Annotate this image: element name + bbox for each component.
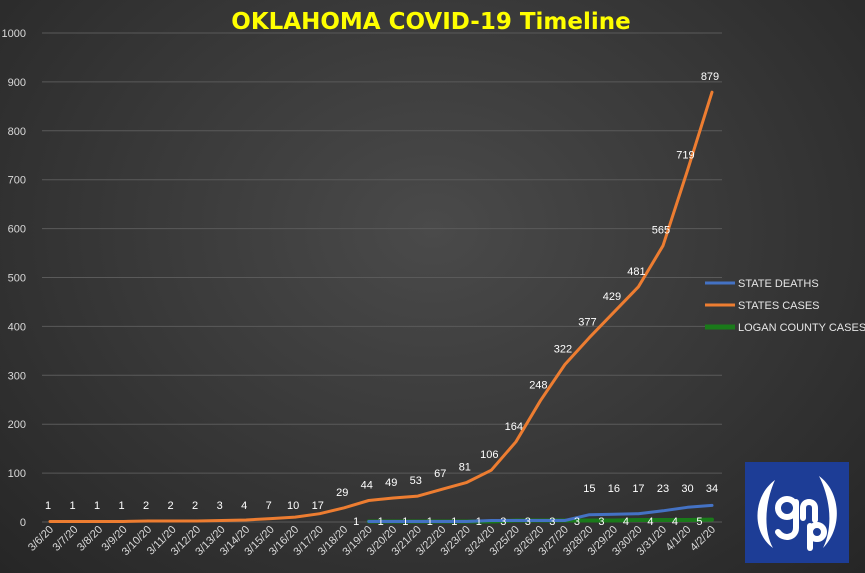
logan-data-label: 4 xyxy=(647,516,653,528)
case-data-label: 3 xyxy=(217,500,223,512)
x-tick-label: 3/6/20 xyxy=(26,524,56,554)
case-data-label: 7 xyxy=(266,500,272,512)
case-data-label: 2 xyxy=(143,500,149,512)
case-data-label: 10 xyxy=(287,500,299,512)
death-data-label: 16 xyxy=(608,483,620,495)
case-data-label: 49 xyxy=(385,477,397,489)
case-data-label: 322 xyxy=(554,344,572,356)
case-data-label: 106 xyxy=(480,449,498,461)
case-data-label: 248 xyxy=(529,380,547,392)
x-tick-label: 4/2/20 xyxy=(688,524,718,554)
death-data-label: 15 xyxy=(583,483,595,495)
gnp-logo-icon xyxy=(757,476,837,551)
logan-data-label: 3 xyxy=(525,516,531,528)
legend-label: LOGAN COUNTY CASES xyxy=(738,322,865,334)
y-tick-label: 200 xyxy=(8,419,26,431)
logan-data-label: 4 xyxy=(623,516,629,528)
y-tick-label: 600 xyxy=(8,224,26,236)
y-tick-label: 0 xyxy=(20,517,26,529)
case-data-label: 1 xyxy=(69,500,75,512)
case-data-label: 1 xyxy=(118,500,124,512)
y-tick-label: 500 xyxy=(8,273,26,285)
x-tick-label: 4/1/20 xyxy=(663,524,693,554)
series-lines xyxy=(48,90,714,524)
legend-label: STATES CASES xyxy=(738,300,820,312)
y-axis: 0 100 200 300 400 500 600 700 800 900 1000 xyxy=(2,28,26,529)
gnp-logo xyxy=(745,462,849,563)
x-axis: 3/6/203/7/203/8/203/9/203/10/203/11/203/… xyxy=(26,524,718,558)
logan-data-label: 3 xyxy=(598,516,604,528)
chart-title: OKLAHOMA COVID-19 Timeline xyxy=(231,9,630,35)
legend: STATE DEATHS STATES CASES LOGAN COUNTY CAS… xyxy=(705,278,865,334)
logan-data-label: 1 xyxy=(476,516,482,528)
logan-data-label: 3 xyxy=(549,516,555,528)
case-data-label: 1 xyxy=(45,500,51,512)
case-data-label: 377 xyxy=(578,317,596,329)
case-data-label: 67 xyxy=(434,468,446,480)
logan-data-label: 1 xyxy=(427,516,433,528)
case-data-label: 879 xyxy=(701,71,719,83)
case-data-label: 429 xyxy=(603,291,621,303)
legend-label: STATE DEATHS xyxy=(738,278,819,290)
death-data-label: 23 xyxy=(657,483,669,495)
x-tick-label: 3/7/20 xyxy=(51,524,81,554)
death-data-label: 30 xyxy=(681,483,693,495)
series-line-1 xyxy=(48,90,714,523)
logan-data-label: 5 xyxy=(696,516,702,528)
case-data-label: 53 xyxy=(410,475,422,487)
logan-data-label: 4 xyxy=(672,516,678,528)
case-data-label: 4 xyxy=(241,500,247,512)
y-tick-label: 900 xyxy=(8,77,26,89)
logan-data-label: 1 xyxy=(378,516,384,528)
case-data-label: 2 xyxy=(192,500,198,512)
logan-data-label: 1 xyxy=(353,516,359,528)
logan-data-label: 3 xyxy=(500,516,506,528)
y-tick-label: 800 xyxy=(8,126,26,138)
case-data-label: 44 xyxy=(361,479,373,491)
logan-data-label: 1 xyxy=(402,516,408,528)
case-data-label: 565 xyxy=(652,225,670,237)
case-data-label: 81 xyxy=(459,461,471,473)
death-data-label: 34 xyxy=(706,483,718,495)
case-data-label: 1 xyxy=(94,500,100,512)
logan-data-label: 1 xyxy=(451,516,457,528)
case-data-label: 164 xyxy=(505,421,523,433)
y-tick-label: 100 xyxy=(8,468,26,480)
logan-data-label: 3 xyxy=(574,516,580,528)
y-tick-label: 300 xyxy=(8,370,26,382)
y-tick-label: 400 xyxy=(8,321,26,333)
y-tick-label: 1000 xyxy=(2,28,26,40)
x-tick-label: 3/8/20 xyxy=(75,524,105,554)
series-line-0 xyxy=(367,503,714,523)
case-data-label: 29 xyxy=(336,487,348,499)
gridlines xyxy=(42,32,722,523)
case-data-label: 481 xyxy=(627,266,645,278)
y-tick-label: 700 xyxy=(8,175,26,187)
case-data-label: 2 xyxy=(168,500,174,512)
case-data-label: 719 xyxy=(676,149,694,161)
case-data-label: 17 xyxy=(312,500,324,512)
death-data-label: 17 xyxy=(632,483,644,495)
